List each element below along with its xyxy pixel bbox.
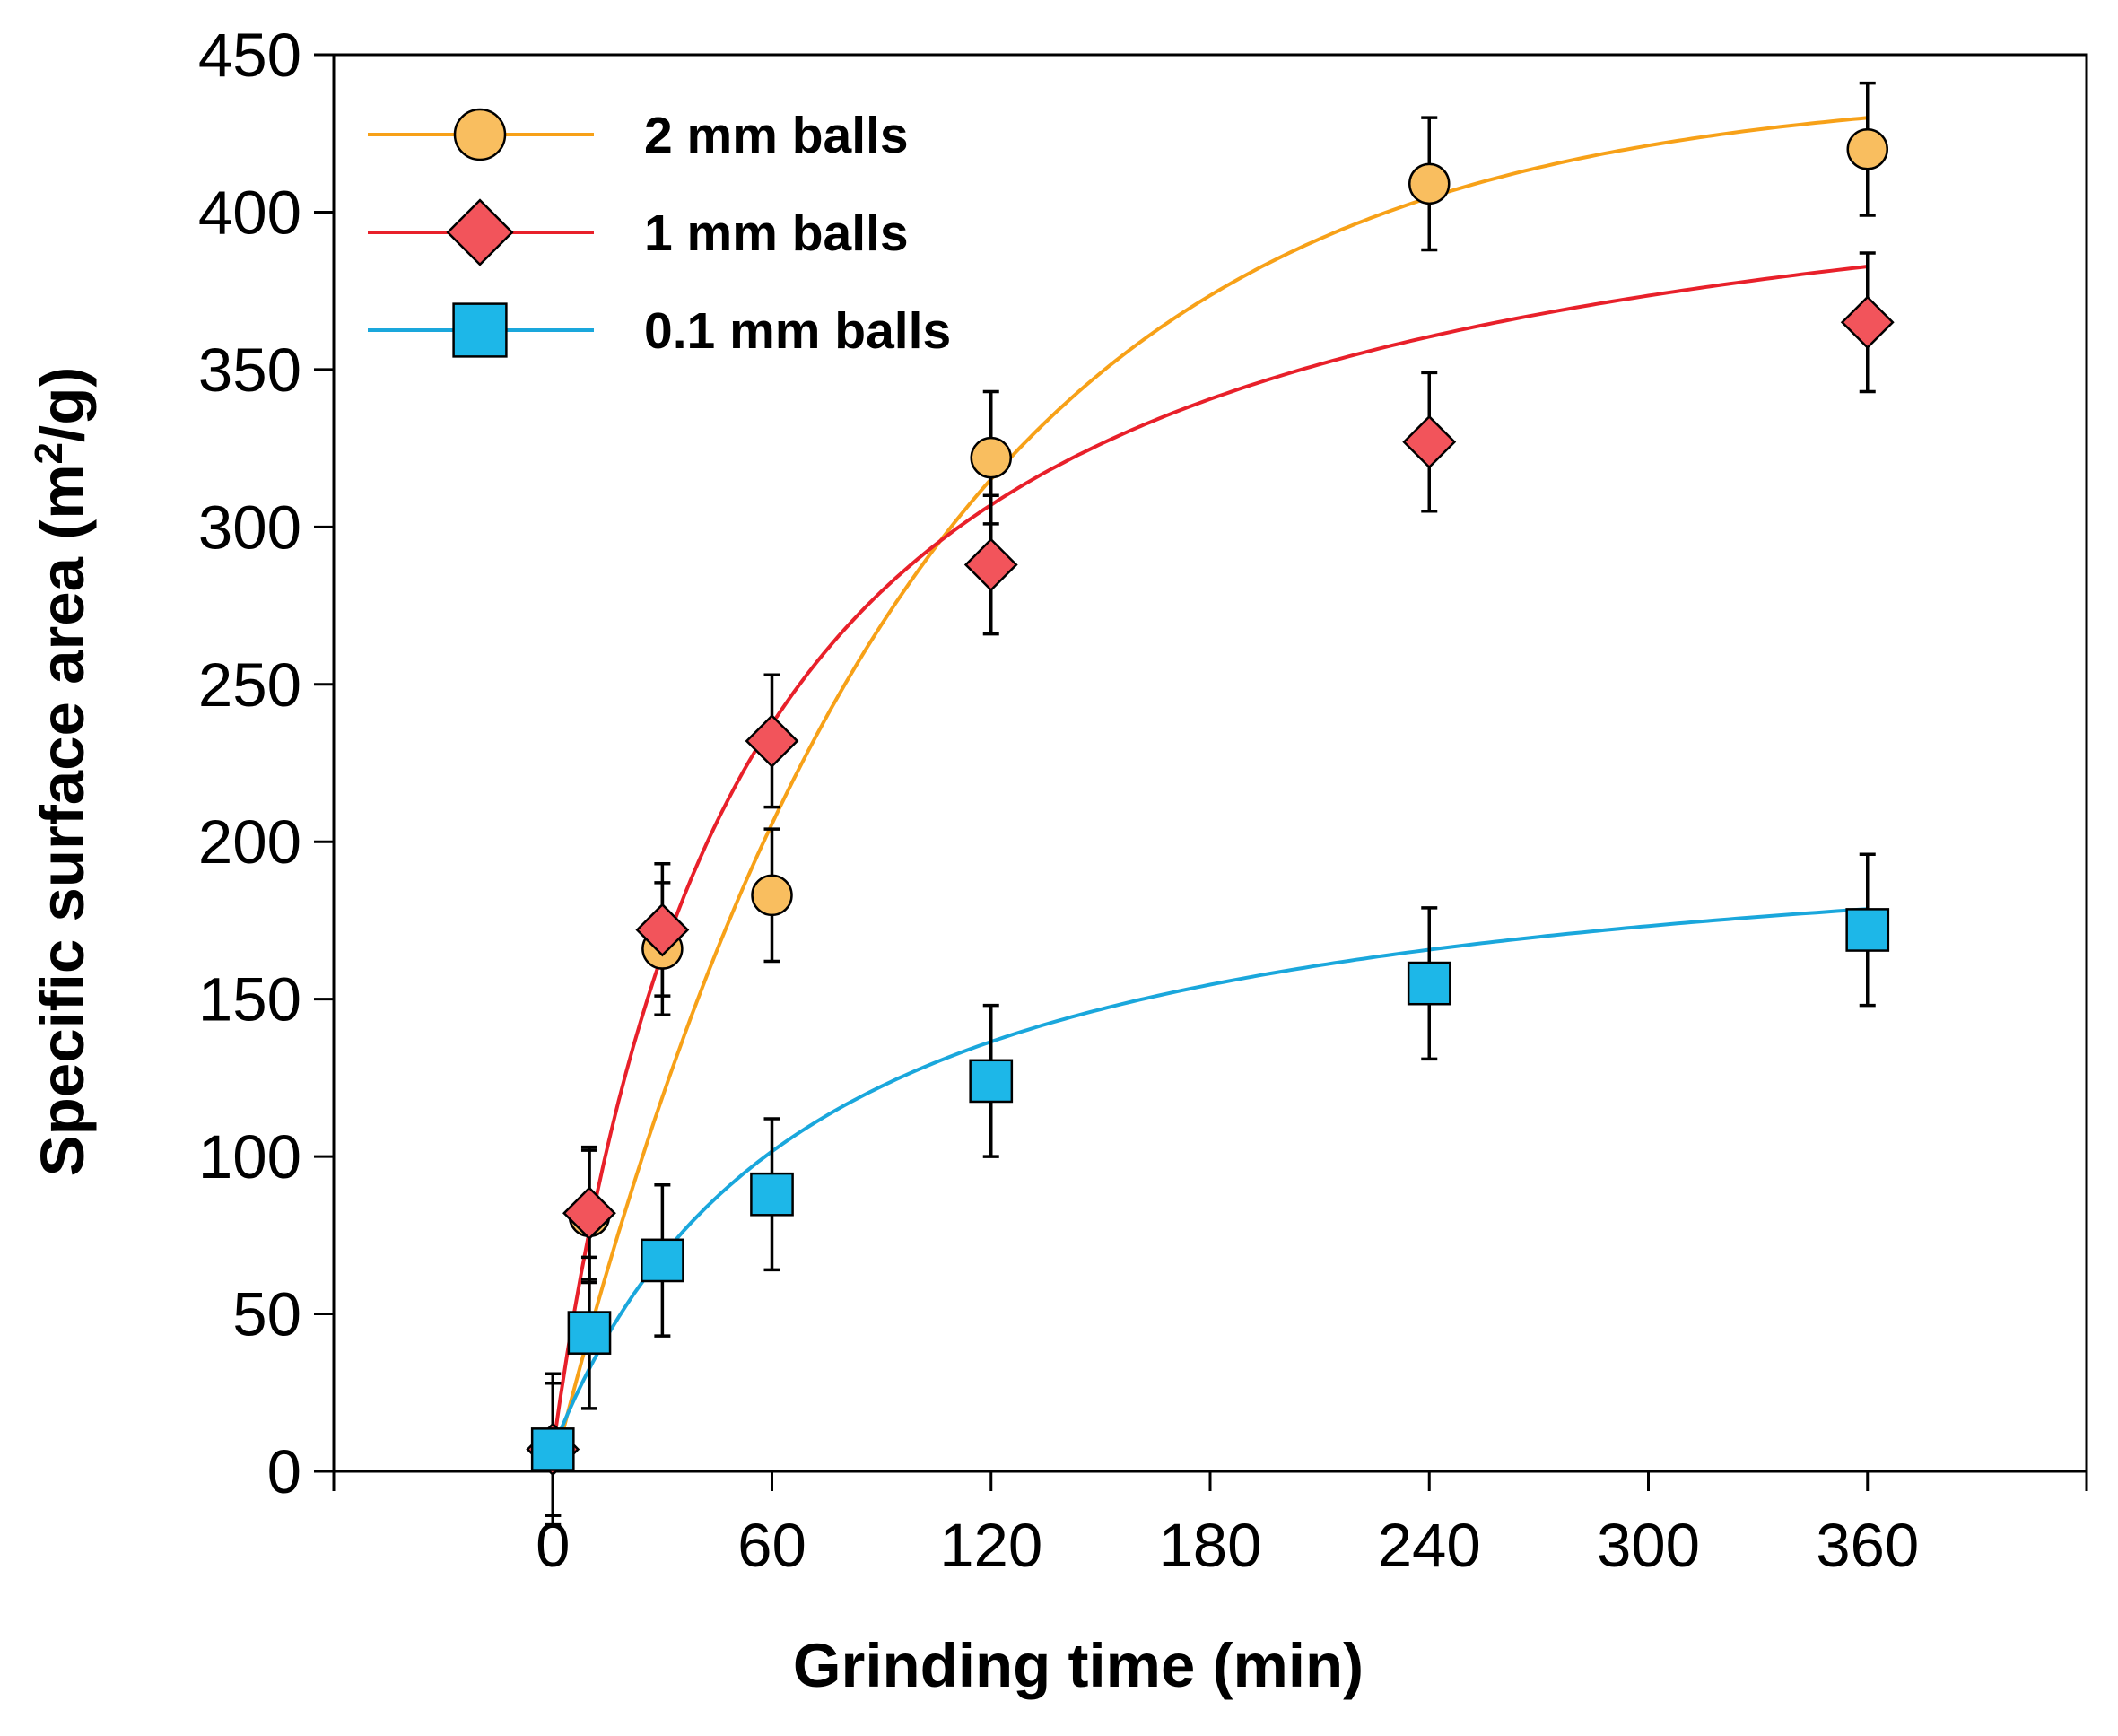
fit-curve-1-mm-balls xyxy=(551,265,1869,1450)
axis-titles: Grinding time (min) Specific surface are… xyxy=(27,367,1364,1700)
data-point-diamond xyxy=(562,1186,616,1241)
y-tick-label: 450 xyxy=(198,21,301,90)
data-point-diamond xyxy=(635,903,690,957)
data-point-square xyxy=(567,1311,612,1355)
error-bars xyxy=(545,81,1876,1527)
x-tick-label: 60 xyxy=(737,1511,806,1580)
data-point-diamond xyxy=(1402,414,1457,469)
y-tick-label: 150 xyxy=(198,965,301,1034)
data-point-square xyxy=(641,1238,684,1283)
data-point-circle xyxy=(1846,128,1888,170)
data-point-square xyxy=(530,1427,575,1471)
y-tick-label: 0 xyxy=(267,1437,301,1506)
y-tick-label: 200 xyxy=(198,807,301,877)
y-tick-label: 250 xyxy=(198,650,301,720)
fit-curve-2-mm-balls xyxy=(551,116,1868,1472)
y-axis-title-tail: /g) xyxy=(28,367,97,442)
legend-marker-circle xyxy=(453,108,507,161)
y-tick-label: 400 xyxy=(198,178,301,247)
y-tick-label: 100 xyxy=(198,1122,301,1191)
y-axis-title: Specific surface area (m2/g) xyxy=(27,367,97,1177)
data-point-diamond xyxy=(745,714,799,768)
legend-marker-square xyxy=(452,302,508,358)
y-tick-label: 350 xyxy=(198,336,301,405)
data-point-square xyxy=(1407,961,1451,1006)
x-tick-label: 120 xyxy=(939,1511,1042,1580)
x-tick-label: 300 xyxy=(1597,1511,1700,1580)
x-axis-title: Grinding time (min) xyxy=(793,1631,1364,1700)
legend-label: 2 mm balls xyxy=(644,107,909,164)
legend: 2 mm balls 1 mm balls 0.1 mm balls xyxy=(368,107,951,360)
legend-label: 0.1 mm balls xyxy=(644,302,951,360)
data-point-square xyxy=(1845,908,1890,952)
x-tick-label: 180 xyxy=(1158,1511,1261,1580)
plot-frame xyxy=(332,53,2088,1473)
data-markers xyxy=(526,128,1895,1477)
data-point-square xyxy=(969,1059,1014,1104)
data-point-square xyxy=(750,1172,794,1217)
legend-label: 1 mm balls xyxy=(644,205,909,262)
data-point-diamond xyxy=(1840,295,1895,350)
x-tick-label: 360 xyxy=(1816,1511,1919,1580)
data-point-circle xyxy=(970,436,1012,479)
data-point-circle xyxy=(751,874,793,917)
y-tick-label: 300 xyxy=(198,493,301,562)
data-point-circle xyxy=(1408,162,1451,205)
y-tick-label: 50 xyxy=(232,1280,301,1349)
y-axis-title-superscript: 2 xyxy=(27,442,71,464)
x-tick-label: 240 xyxy=(1378,1511,1481,1580)
fit-curve-0-1-mm-balls xyxy=(551,907,1868,1451)
y-axis-title-main: Specific surface area (m xyxy=(28,464,97,1176)
legend-marker-diamond xyxy=(446,198,514,266)
data-point-diamond xyxy=(963,537,1018,592)
